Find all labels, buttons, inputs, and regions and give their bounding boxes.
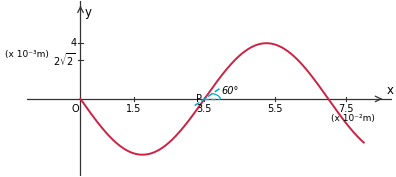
Text: (x 10⁻³m): (x 10⁻³m) xyxy=(5,50,49,59)
Text: 4: 4 xyxy=(70,38,76,48)
Text: 3.5: 3.5 xyxy=(197,104,212,114)
Text: y: y xyxy=(85,5,92,19)
Text: 5.5: 5.5 xyxy=(267,104,283,114)
Text: O: O xyxy=(71,104,79,114)
Text: P: P xyxy=(196,95,202,104)
Text: 7.5: 7.5 xyxy=(338,104,354,114)
Text: (x 10⁻²m): (x 10⁻²m) xyxy=(331,114,375,123)
Text: $2\sqrt{2}$: $2\sqrt{2}$ xyxy=(53,51,76,68)
Text: 1.5: 1.5 xyxy=(126,104,141,114)
Text: x: x xyxy=(387,84,394,97)
Text: 60°: 60° xyxy=(221,87,239,96)
